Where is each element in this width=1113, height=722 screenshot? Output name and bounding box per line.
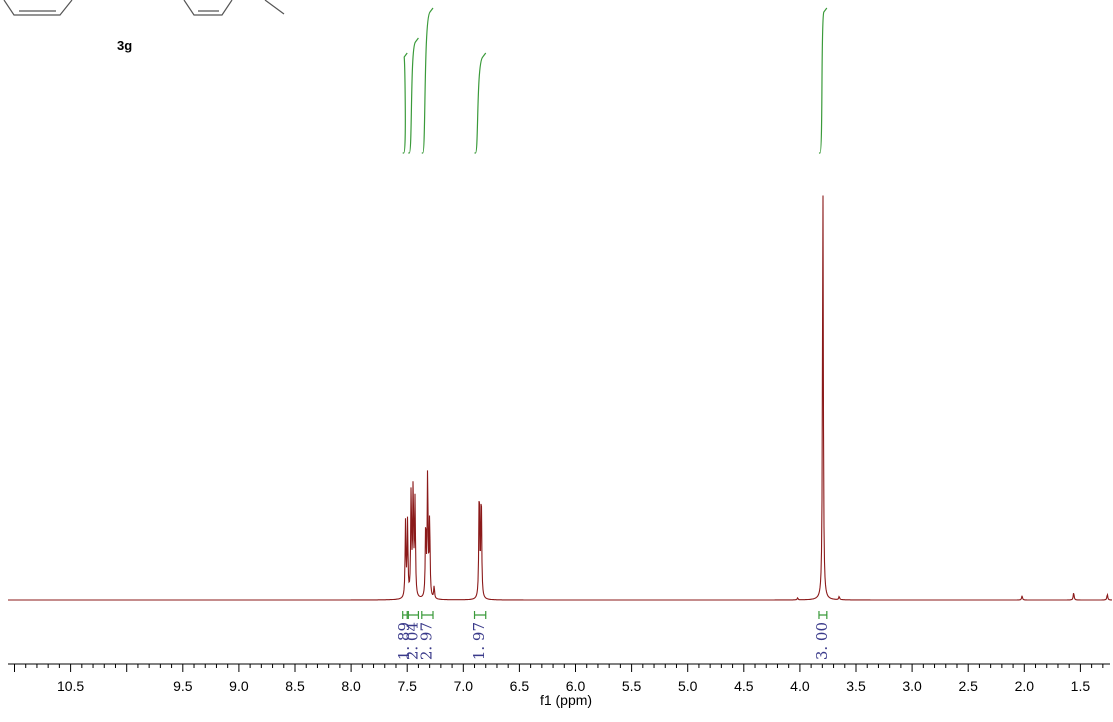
ring-left-fragment <box>3 0 73 16</box>
integral-curve <box>408 37 419 154</box>
integral-bracket <box>818 611 828 619</box>
integral-curves <box>402 7 828 154</box>
tick-label: 7.5 <box>397 678 417 694</box>
integral-value: 2. 97 <box>417 622 435 660</box>
methyl-bond <box>264 0 285 15</box>
tick-label: 8.5 <box>285 678 305 694</box>
tick-label: 9.5 <box>173 678 193 694</box>
tick-label: 1.5 <box>1071 678 1091 694</box>
chemical-structure-fragment <box>3 0 285 16</box>
tick-label: 4.5 <box>734 678 754 694</box>
tick-label: 9.0 <box>229 678 249 694</box>
compound-label: 3g <box>117 38 132 53</box>
integral-curve <box>818 7 828 154</box>
integral-values: 1. 892. 042. 97 1. 97 3. 00 <box>395 622 831 660</box>
tick-label: 5.5 <box>622 678 642 694</box>
tick-label: 2.5 <box>958 678 978 694</box>
tick-label: 7.0 <box>454 678 474 694</box>
integral-bracket <box>402 611 408 619</box>
integral-bracket <box>473 611 487 619</box>
integral-bracket <box>407 611 420 619</box>
integral-bracket <box>421 611 434 619</box>
integral-value: 2. 04 <box>403 622 421 660</box>
tick-label: 3.0 <box>902 678 922 694</box>
tick-label: 6.0 <box>566 678 586 694</box>
x-axis-title: f1 (ppm) <box>540 692 592 708</box>
tick-label: 2.0 <box>1015 678 1035 694</box>
tick-label: 3.5 <box>846 678 866 694</box>
spectrum-trace <box>8 195 1112 601</box>
tick-label: 5.0 <box>678 678 698 694</box>
integral-value: 3. 00 <box>813 622 831 660</box>
tick-label: 6.5 <box>510 678 530 694</box>
tick-label: 4.0 <box>790 678 810 694</box>
integral-curve <box>421 7 434 154</box>
tick-label: 10.5 <box>57 678 84 694</box>
integral-curve <box>474 52 487 154</box>
integral-brackets <box>402 611 828 619</box>
integral-value: 1. 97 <box>470 622 488 660</box>
tick-label: 8.0 <box>341 678 361 694</box>
integral-value: 1. 89 <box>395 622 413 660</box>
integral-curve <box>402 52 408 154</box>
ring-right-fragment <box>183 0 233 16</box>
x-axis-ticks: 11.510.59.59.08.58.07.57.06.56.05.55.04.… <box>14 664 1104 694</box>
